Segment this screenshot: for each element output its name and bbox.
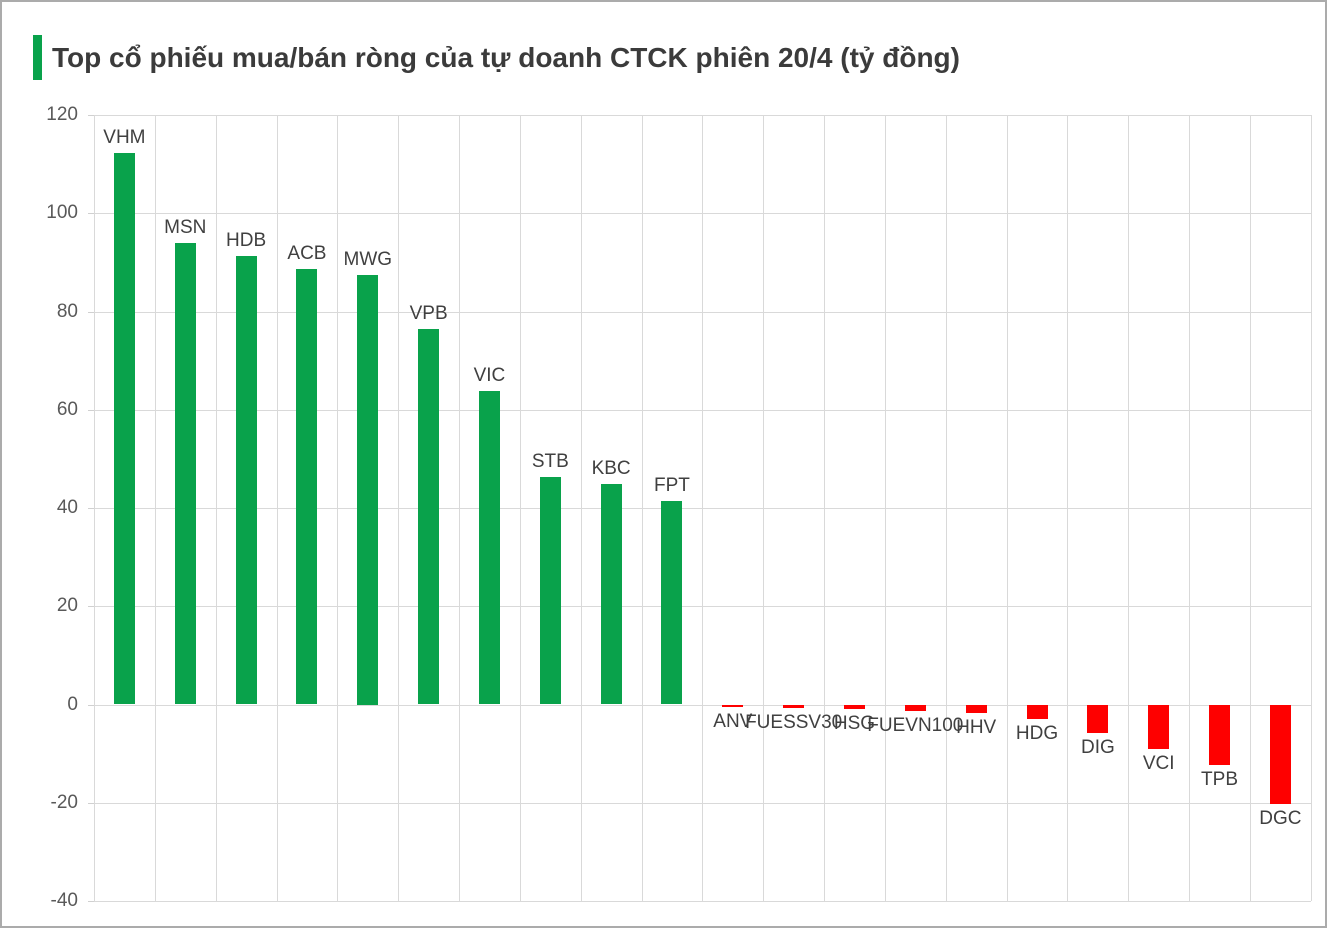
v-gridline — [337, 115, 339, 901]
title-accent-bar — [33, 35, 42, 80]
bar-hdg — [1026, 704, 1048, 719]
bar-dgc — [1269, 704, 1291, 804]
y-axis-tick — [88, 115, 94, 116]
bar-fuevn100 — [904, 704, 926, 711]
bar-label-msn: MSN — [164, 216, 207, 238]
bar-label-vpb: VPB — [409, 302, 448, 324]
bar-vci — [1148, 704, 1170, 749]
v-gridline — [945, 115, 947, 901]
bar-vhm — [113, 153, 135, 705]
bar-label-stb: STB — [531, 450, 569, 472]
y-axis-label: 120 — [46, 104, 78, 125]
v-gridline — [824, 115, 826, 901]
y-axis-label: 40 — [56, 497, 78, 518]
v-gridline — [215, 115, 217, 901]
v-gridline — [519, 115, 521, 901]
bar-fuessv30 — [783, 704, 805, 709]
y-axis-label: 0 — [67, 693, 78, 715]
bar-label-hdb: HDB — [226, 229, 267, 251]
bar-label-vci: VCI — [1142, 752, 1175, 774]
h-gridline — [94, 901, 1311, 902]
v-gridline — [763, 115, 765, 901]
y-axis-tick — [88, 311, 94, 313]
bar-hdb — [235, 255, 257, 705]
v-gridline — [580, 115, 582, 901]
bar-label-fuevn100: FUEVN100 — [867, 714, 964, 736]
v-gridline — [702, 115, 704, 901]
v-gridline — [1310, 115, 1312, 901]
y-axis-label: 100 — [46, 202, 78, 224]
bar-label-kbc: KBC — [591, 458, 631, 480]
y-axis-tick — [88, 508, 94, 509]
v-gridline — [1067, 115, 1069, 901]
y-axis-tick — [88, 901, 94, 902]
v-gridline — [641, 115, 643, 901]
bar-label-hsg: HSG — [833, 713, 876, 735]
chart-title: Top cổ phiếu mua/bán ròng của tự doanh C… — [52, 42, 960, 73]
bar-label-fuessv30: FUESSV30 — [745, 712, 843, 734]
y-axis-label: 20 — [56, 595, 78, 617]
bar-label-hhv: HHV — [956, 717, 997, 739]
bar-stb — [539, 476, 561, 705]
v-gridline — [94, 115, 95, 901]
bar-label-tpb: TPB — [1201, 769, 1239, 791]
y-axis-tick — [88, 213, 94, 215]
v-gridline — [1249, 115, 1251, 901]
y-axis-label: -20 — [50, 791, 78, 813]
y-axis-label: 80 — [56, 300, 78, 322]
y-axis-label: 60 — [56, 398, 78, 420]
bar-vic — [478, 391, 500, 705]
bar-fpt — [661, 500, 683, 705]
bar-label-vic: VIC — [473, 365, 506, 387]
y-axis-tick — [88, 704, 94, 706]
v-gridline — [398, 115, 400, 901]
bar-acb — [296, 268, 318, 705]
bar-mwg — [357, 274, 379, 705]
bar-vpb — [418, 328, 440, 705]
v-gridline — [154, 115, 156, 901]
v-gridline — [1128, 115, 1130, 901]
bar-hsg — [844, 704, 865, 710]
y-axis-tick — [88, 802, 94, 804]
bar-msn — [174, 242, 196, 705]
bar-anv — [722, 704, 744, 707]
v-gridline — [459, 115, 461, 901]
bar-label-acb: ACB — [287, 242, 327, 264]
bar-hhv — [965, 704, 987, 714]
v-gridline — [1006, 115, 1008, 901]
bar-dig — [1087, 704, 1109, 733]
bar-tpb — [1209, 704, 1231, 766]
y-axis-tick — [88, 409, 94, 411]
bar-label-hdg: HDG — [1015, 722, 1059, 744]
v-gridline — [884, 115, 886, 901]
v-gridline — [1189, 115, 1191, 901]
bar-label-fpt: FPT — [654, 474, 690, 496]
y-axis-label: -40 — [50, 890, 78, 911]
bar-label-mwg: MWG — [343, 248, 393, 270]
bar-kbc — [600, 484, 622, 705]
y-axis-tick — [88, 606, 94, 608]
bar-label-dgc: DGC — [1259, 807, 1302, 829]
bar-label-dig: DIG — [1080, 736, 1115, 758]
bar-label-vhm: VHM — [103, 127, 146, 149]
v-gridline — [276, 115, 278, 901]
bar-label-anv: ANV — [713, 710, 753, 732]
